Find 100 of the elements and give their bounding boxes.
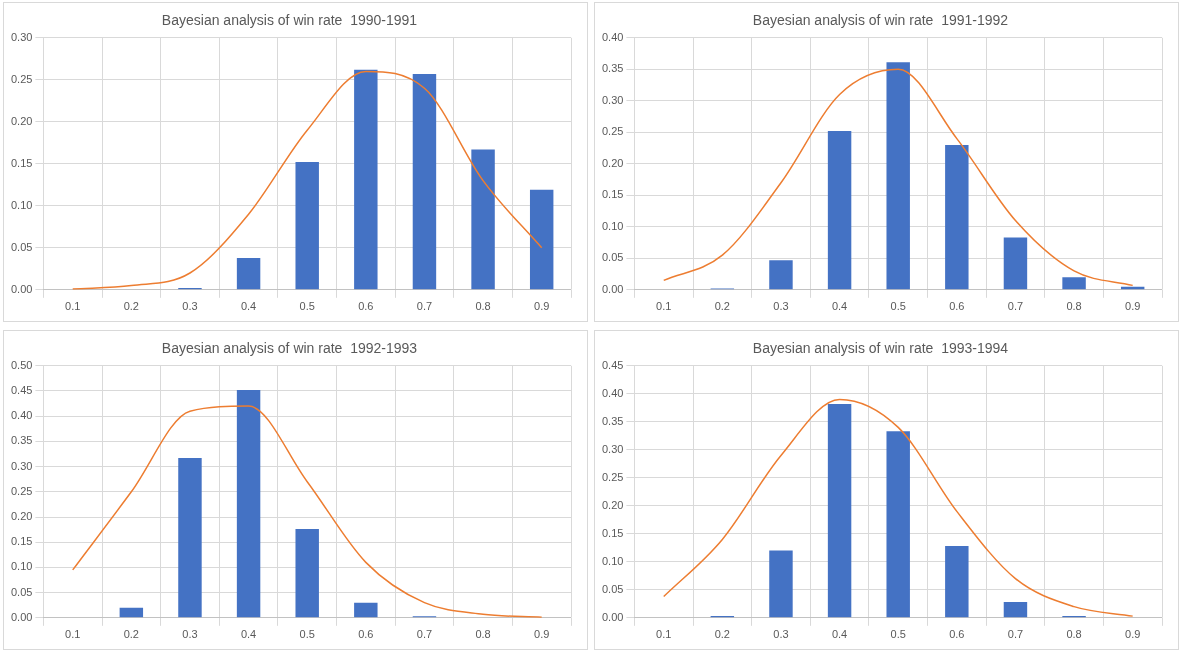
- y-tick-label: 0.05: [10, 240, 33, 253]
- y-tick-label: 0.35: [10, 434, 33, 447]
- y-tick-label: 0.15: [601, 188, 624, 201]
- y-tick-label: 0.40: [10, 409, 33, 422]
- bar: [471, 149, 495, 290]
- y-tick-label: 0.25: [10, 484, 33, 497]
- bar: [295, 529, 319, 618]
- y-tick-label: 0.45: [10, 384, 33, 397]
- x-tick-label: 0.7: [1007, 628, 1024, 641]
- y-tick-label: 0.50: [10, 358, 33, 371]
- x-tick-label: 0.8: [475, 300, 491, 313]
- y-tick-label: 0.10: [601, 219, 624, 232]
- bar: [827, 403, 852, 618]
- chart-title: Bayesian analysis of win rate 1991-1992: [752, 12, 1009, 29]
- bar: [886, 431, 910, 618]
- line-series: [662, 68, 1134, 287]
- bar: [119, 607, 144, 618]
- y-tick-label: 0.45: [601, 358, 624, 371]
- y-tick-label: 0.15: [601, 526, 624, 539]
- bar: [1003, 602, 1028, 618]
- x-tick-label: 0.6: [949, 300, 965, 313]
- bar: [945, 144, 969, 290]
- chart-title: Bayesian analysis of win rate 1990-1991: [161, 12, 418, 29]
- x-tick-label: 0.4: [831, 300, 848, 313]
- bar: [236, 389, 261, 618]
- y-tick-label: 0.25: [601, 470, 624, 483]
- x-tick-label: 0.1: [65, 628, 81, 641]
- bar: [769, 260, 793, 290]
- line-series: [662, 398, 1134, 617]
- y-tick-label: 0.35: [601, 62, 624, 75]
- x-tick-label: 0.3: [182, 628, 198, 641]
- bar: [529, 189, 554, 290]
- y-tick-label: 0.00: [10, 282, 33, 295]
- x-tick-label: 0.7: [416, 628, 433, 641]
- y-tick-label: 0.40: [601, 30, 624, 43]
- y-tick-label: 0.30: [601, 442, 624, 455]
- x-tick-label: 0.1: [65, 300, 81, 313]
- chart-title: Bayesian analysis of win rate 1993-1994: [752, 340, 1009, 357]
- bar: [769, 550, 793, 618]
- x-tick-label: 0.4: [831, 628, 848, 641]
- x-tick-label: 0.9: [1125, 628, 1141, 641]
- x-tick-label: 0.1: [656, 628, 672, 641]
- x-tick-label: 0.8: [475, 628, 491, 641]
- x-tick-label: 0.3: [773, 300, 789, 313]
- bar: [1062, 277, 1086, 290]
- x-tick-label: 0.9: [1125, 300, 1141, 313]
- x-tick-label: 0.1: [656, 300, 672, 313]
- bar: [886, 62, 910, 290]
- y-tick-label: 0.35: [601, 414, 624, 427]
- chart-title: Bayesian analysis of win rate 1992-1993: [161, 340, 418, 357]
- y-tick-label: 0.10: [10, 560, 33, 573]
- bar: [945, 546, 969, 618]
- bar: [236, 257, 261, 290]
- bar: [178, 458, 202, 618]
- x-tick-label: 0.5: [890, 300, 906, 313]
- bar: [827, 131, 852, 290]
- y-tick-label: 0.05: [10, 585, 33, 598]
- y-tick-label: 0.15: [10, 535, 33, 548]
- y-tick-label: 0.25: [601, 125, 624, 138]
- y-tick-label: 0.30: [601, 93, 624, 106]
- x-tick-label: 0.3: [773, 628, 789, 641]
- x-tick-label: 0.8: [1066, 300, 1082, 313]
- x-tick-label: 0.2: [123, 628, 139, 641]
- y-tick-label: 0.10: [601, 554, 624, 567]
- y-tick-label: 0.00: [601, 282, 624, 295]
- y-tick-label: 0.10: [10, 198, 33, 211]
- y-tick-label: 0.20: [10, 510, 33, 523]
- x-tick-label: 0.5: [890, 628, 906, 641]
- bar: [354, 602, 378, 618]
- bar: [412, 73, 437, 290]
- x-tick-label: 0.6: [358, 300, 374, 313]
- y-tick-label: 0.15: [10, 156, 33, 169]
- x-tick-label: 0.4: [240, 300, 257, 313]
- y-tick-label: 0.20: [601, 498, 624, 511]
- y-tick-label: 0.30: [10, 30, 33, 43]
- line-series: [71, 405, 543, 618]
- x-tick-label: 0.3: [182, 300, 198, 313]
- x-tick-label: 0.9: [534, 628, 550, 641]
- x-tick-label: 0.9: [534, 300, 550, 313]
- y-tick-label: 0.20: [601, 156, 624, 169]
- x-tick-label: 0.2: [123, 300, 139, 313]
- x-tick-label: 0.6: [358, 628, 374, 641]
- x-tick-label: 0.6: [949, 628, 965, 641]
- y-tick-label: 0.40: [601, 386, 624, 399]
- x-tick-label: 0.5: [299, 628, 315, 641]
- y-tick-label: 0.00: [601, 610, 624, 623]
- x-tick-label: 0.7: [1007, 300, 1024, 313]
- x-tick-label: 0.2: [714, 628, 730, 641]
- y-tick-label: 0.25: [10, 72, 33, 85]
- bar: [1003, 237, 1028, 290]
- y-tick-label: 0.05: [601, 251, 624, 264]
- line-series: [71, 70, 543, 290]
- y-tick-label: 0.20: [10, 114, 33, 127]
- bar: [354, 69, 378, 290]
- bar: [295, 162, 319, 290]
- x-tick-label: 0.2: [714, 300, 730, 313]
- y-tick-label: 0.30: [10, 459, 33, 472]
- x-tick-label: 0.8: [1066, 628, 1082, 641]
- y-tick-label: 0.00: [10, 610, 33, 623]
- x-tick-label: 0.7: [416, 300, 433, 313]
